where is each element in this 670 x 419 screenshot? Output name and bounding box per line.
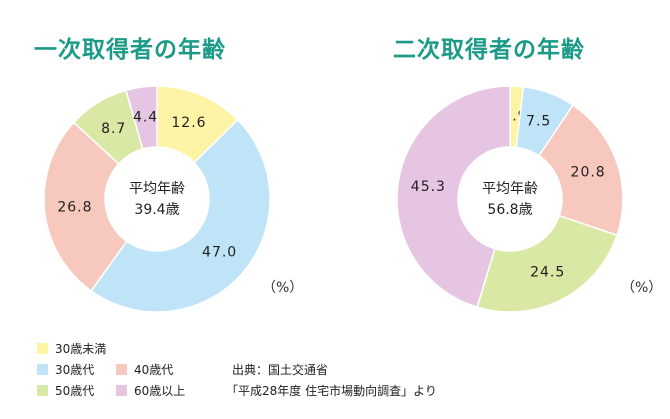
legend-label-40s: 40歳代 — [134, 363, 174, 377]
second-buyers-value-label-30s: 7.5 — [526, 114, 551, 130]
legend-swatch-under-30 — [37, 343, 48, 354]
legend-label-30s: 30歳代 — [55, 363, 95, 377]
second-buyers-center-label: 平均年齢 — [482, 181, 538, 197]
unit-label-second: （%） — [621, 280, 663, 296]
chart-title-first-buyers: 一次取得者の年齢 — [34, 36, 226, 63]
source-survey: 「平成28年度 住宅市場動向調査」より — [226, 384, 437, 398]
first-buyers-value-label-60-plus: 4.4 — [133, 109, 158, 125]
legend-item-under-30: 30歳未満 — [37, 340, 106, 357]
chart-title-second-buyers: 二次取得者の年齢 — [393, 36, 585, 63]
first-buyers-value-label-under-30: 12.6 — [171, 115, 206, 131]
legend-swatch-30s — [37, 364, 48, 375]
legend-swatch-40s — [116, 364, 127, 375]
legend-label-60-plus: 60歳以上 — [134, 384, 186, 398]
second-buyers-value-label-40s: 20.8 — [571, 165, 606, 181]
first-buyers-value-label-40s: 26.8 — [57, 199, 92, 215]
second-buyers-center-value: 56.8歳 — [487, 202, 532, 218]
first-buyers-center-label: 平均年齢 — [129, 181, 185, 197]
legend-label-50s: 50歳代 — [55, 384, 95, 398]
first-buyers-slice-30s — [90, 118, 271, 313]
legend-label-under-30: 30歳未満 — [55, 342, 107, 356]
source-credit: 出典：国土交通省 — [232, 363, 329, 377]
legend-item-30s: 30歳代 — [37, 361, 94, 378]
second-buyers-slice-60-plus — [396, 85, 511, 309]
first-buyers-slice-60-plus — [125, 85, 158, 150]
second-buyers-slice-40s — [537, 104, 624, 237]
legend-swatch-60-plus — [116, 385, 127, 396]
legend-item-50s: 50歳代 — [37, 382, 94, 399]
legend-swatch-50s — [37, 385, 48, 396]
legend-item-40s: 40歳代 — [116, 361, 173, 378]
first-buyers-center-value: 39.4歳 — [134, 202, 179, 218]
second-buyers-slice-50s — [476, 214, 618, 313]
second-buyers-value-label-60-plus: 45.3 — [411, 179, 446, 195]
legend-item-60-plus: 60歳以上 — [116, 382, 185, 399]
second-buyers-value-label-50s: 24.5 — [530, 264, 565, 280]
first-buyers-value-label-30s: 47.0 — [202, 245, 237, 261]
first-buyers-value-label-50s: 8.7 — [101, 121, 126, 137]
first-buyers-slice-40s — [43, 121, 128, 292]
unit-label-first: （%） — [262, 280, 304, 296]
